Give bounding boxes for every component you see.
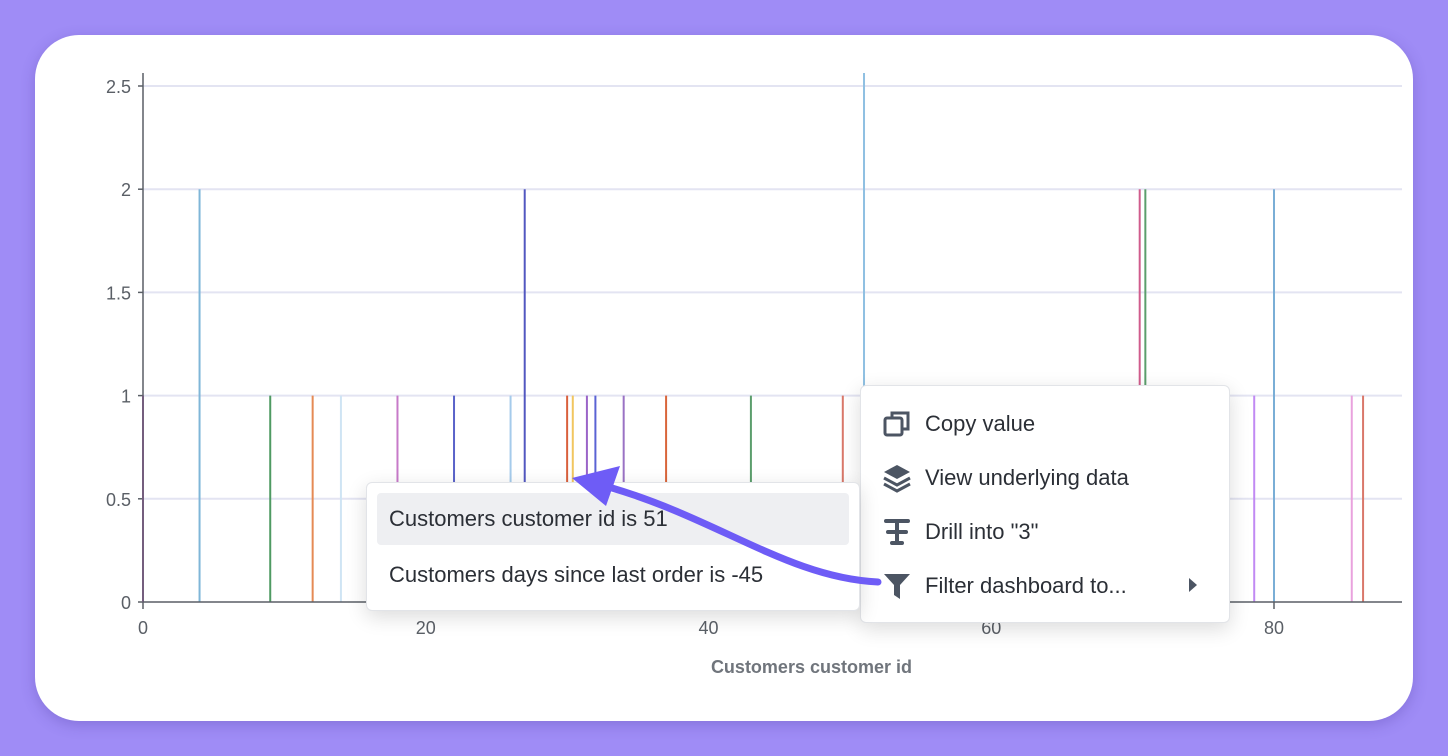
- copy-icon: [881, 408, 913, 440]
- y-tick-label: 1: [121, 387, 131, 407]
- x-axis-label: Customers customer id: [711, 657, 912, 677]
- drill-into-item[interactable]: Drill into "3": [861, 516, 1229, 548]
- x-tick-label: 40: [698, 618, 718, 638]
- y-tick-label: 1.5: [106, 283, 131, 303]
- filter-submenu: Customers customer id is 51 Customers da…: [366, 482, 860, 611]
- context-menu: Copy value View underlying data Drill in…: [860, 385, 1230, 623]
- menu-item-label: Drill into "3": [925, 519, 1039, 544]
- x-tick-label: 0: [138, 618, 148, 638]
- x-tick-label: 60: [981, 618, 1001, 638]
- x-tick-label: 80: [1264, 618, 1284, 638]
- filter-icon: [881, 570, 913, 602]
- menu-item-label: Filter dashboard to...: [925, 573, 1127, 598]
- y-tick-label: 0: [121, 593, 131, 613]
- x-tick-label: 20: [416, 618, 436, 638]
- filter-dashboard-item[interactable]: Filter dashboard to...: [861, 570, 1229, 602]
- chevron-right-icon: [1189, 578, 1197, 592]
- y-tick-label: 2.5: [106, 77, 131, 97]
- filter-option[interactable]: Customers customer id is 51: [377, 493, 849, 545]
- filter-option[interactable]: Customers days since last order is -45: [389, 562, 764, 587]
- view-underlying-data-item[interactable]: View underlying data: [861, 462, 1229, 494]
- y-tick-label: 2: [121, 180, 131, 200]
- y-tick-label: 0.5: [106, 490, 131, 510]
- layers-icon: [881, 462, 913, 494]
- menu-item-label: View underlying data: [925, 465, 1129, 490]
- menu-item-label: Copy value: [925, 411, 1036, 436]
- copy-value-item[interactable]: Copy value: [861, 408, 1229, 440]
- drill-icon: [881, 516, 913, 548]
